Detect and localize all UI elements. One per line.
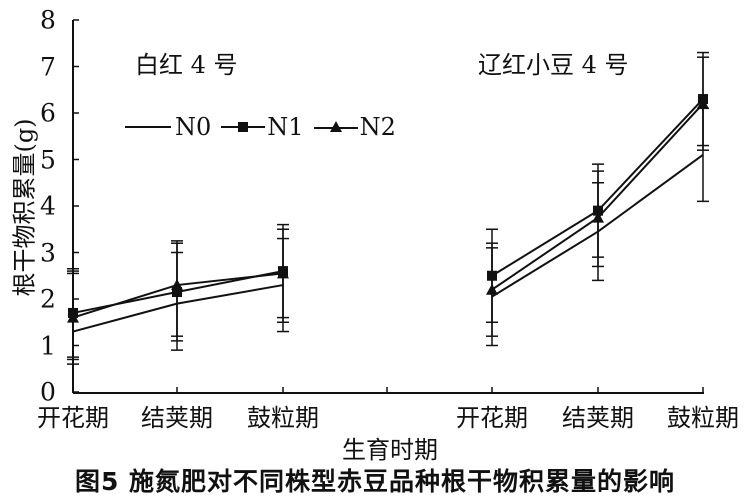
x-axis-label: 生育时期 (342, 436, 438, 464)
legend: N0 N1 N2 (125, 113, 396, 141)
triangle-marker (697, 97, 709, 109)
panel-title-left: 白红 4 号 (135, 51, 238, 79)
x-category-left-0: 开花期 (37, 404, 109, 432)
series-line-n0 (491, 154, 704, 298)
x-category-right-0: 开花期 (456, 404, 528, 432)
y-tick-label: 2 (40, 284, 56, 314)
y-tick-label: 7 (40, 52, 56, 81)
series-line-n0 (72, 284, 284, 333)
y-tick-label: 3 (40, 238, 56, 267)
triangle-marker (67, 311, 79, 323)
legend-label-n0: N0 (175, 113, 212, 141)
figure-caption: 图5 施氮肥对不同株型赤豆品种根干物积累量的影响 (74, 467, 676, 496)
square-marker (487, 270, 497, 281)
triangle-marker (592, 211, 604, 223)
legend-item-n1: N1 (221, 113, 304, 141)
error-bars (67, 51, 709, 365)
legend-triangle-marker-icon (313, 121, 358, 132)
y-tick-label: 0 (40, 377, 56, 407)
triangle-marker (171, 279, 183, 291)
series-markers (67, 94, 709, 323)
panel-title-right: 辽红小豆 4 号 (478, 51, 629, 79)
legend-square-marker-icon (221, 122, 266, 132)
x-category-right-2: 鼓粒期 (667, 404, 739, 432)
square-marker (593, 205, 603, 216)
triangle-marker (486, 283, 498, 295)
y-tick-label: 5 (40, 145, 56, 174)
y-tick-label: 1 (40, 331, 56, 360)
legend-item-n0: N0 (125, 113, 211, 141)
triangle-marker (277, 267, 289, 279)
y-tick-label: 8 (40, 5, 56, 35)
legend-label-n1: N1 (267, 113, 304, 141)
y-axis-label: 根干物积累量(g) (10, 118, 39, 297)
y-tick-label: 4 (40, 191, 56, 221)
x-category-left-2: 鼓粒期 (247, 404, 319, 432)
legend-line-icon (125, 126, 171, 128)
y-tick-label: 6 (40, 98, 56, 128)
x-category-left-1: 结荚期 (141, 404, 213, 432)
square-marker (172, 287, 182, 298)
legend-label-n2: N2 (359, 113, 396, 141)
legend-item-n2: N2 (313, 113, 396, 141)
x-category-right-1: 结荚期 (562, 404, 634, 432)
